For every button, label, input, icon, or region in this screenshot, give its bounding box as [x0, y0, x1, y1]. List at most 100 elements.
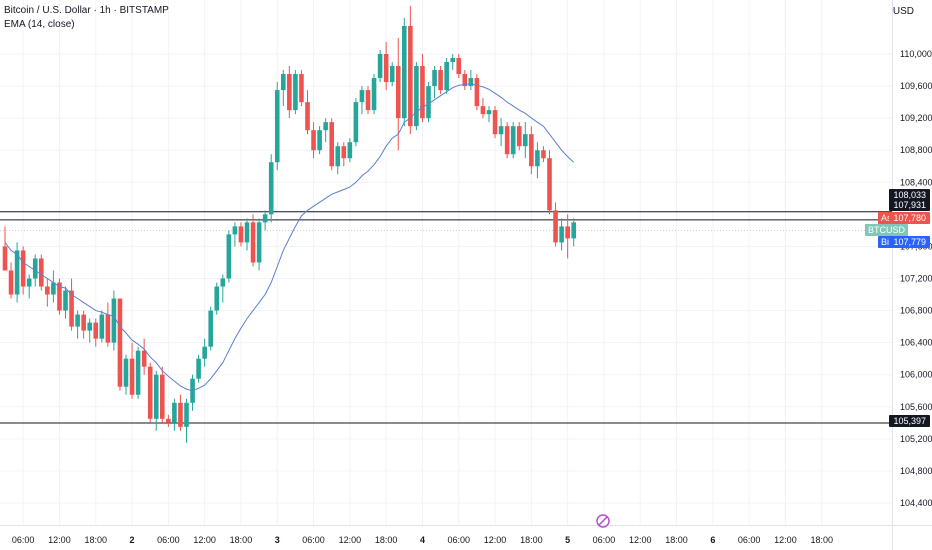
time-tick-label: 3 — [275, 535, 280, 545]
candle-body — [2, 246, 8, 271]
candle-body — [281, 74, 286, 91]
candle-body — [172, 402, 177, 423]
price-tick-label: 109,200 — [900, 113, 932, 123]
candle-body — [565, 226, 570, 239]
candle — [474, 74, 480, 111]
candle — [365, 86, 371, 115]
time-tick-label: 12:00 — [339, 535, 362, 545]
time-tick-label: 12:00 — [774, 535, 797, 545]
candle-body — [141, 350, 147, 367]
price-tick-label: 106,400 — [900, 338, 932, 348]
candle-body — [26, 278, 32, 287]
candle — [323, 118, 328, 143]
candle — [268, 154, 274, 223]
candle — [438, 66, 443, 95]
candle-body — [480, 106, 486, 115]
ask-price-tag: 107,780 — [889, 212, 930, 224]
price-axis[interactable]: 104,400 104,800 105,200 105,600 106,000 106,4… — [892, 0, 932, 550]
candle-body — [39, 258, 44, 287]
candle-body — [268, 162, 274, 215]
candle-body — [111, 298, 117, 343]
price-tick-label: 109,600 — [900, 81, 932, 91]
candle — [432, 66, 437, 99]
candle — [402, 17, 407, 127]
candle-body — [160, 374, 165, 419]
candle-body — [371, 78, 377, 111]
time-tick-label: 18:00 — [810, 535, 833, 545]
candle — [196, 354, 201, 383]
candle — [565, 214, 570, 259]
candle — [45, 278, 50, 307]
time-tick-label: 2 — [130, 535, 135, 545]
candle — [462, 70, 468, 91]
candle — [510, 122, 516, 159]
candle — [408, 5, 413, 135]
candle — [347, 138, 353, 163]
candle-body — [317, 130, 322, 151]
ema-indicator-label[interactable]: EMA (14, close) — [4, 19, 75, 30]
candle-body — [402, 25, 407, 119]
candle-body — [75, 314, 80, 327]
candle — [541, 146, 546, 163]
candle-body — [299, 74, 304, 103]
candle-body — [559, 226, 564, 243]
candle — [426, 82, 431, 123]
candle-body — [462, 74, 468, 87]
candle — [81, 310, 86, 339]
candle — [208, 306, 213, 351]
candle — [250, 214, 256, 267]
candle-body — [123, 358, 129, 387]
candle — [26, 274, 32, 299]
candle-body — [450, 58, 455, 63]
candle — [99, 310, 105, 343]
candle-body — [383, 54, 389, 83]
candle — [129, 342, 135, 399]
candle — [51, 270, 56, 303]
candle — [190, 374, 195, 411]
bid-price-tag: 107,779 — [889, 236, 930, 248]
candle — [123, 354, 129, 395]
candle — [39, 254, 44, 291]
candle — [220, 274, 226, 303]
candle-body — [93, 322, 99, 339]
candle — [232, 222, 238, 247]
candle — [93, 318, 99, 347]
candle-body — [99, 314, 105, 339]
candle — [111, 290, 117, 351]
symbol-title[interactable]: Bitcoin / U.S. Dollar · 1h · BITSTAMP — [4, 5, 169, 16]
candle-body — [498, 126, 504, 135]
candle — [523, 122, 528, 159]
time-tick-label: 06:00 — [447, 535, 470, 545]
candle-body — [226, 234, 232, 279]
candle-body — [504, 126, 510, 155]
candle — [529, 126, 534, 175]
candle-body — [553, 210, 558, 243]
candle — [341, 142, 347, 167]
candle-body — [293, 74, 298, 111]
candle-body — [262, 214, 268, 223]
candle-body — [571, 222, 576, 239]
horizontal-levels — [0, 211, 892, 424]
time-tick-label: 6 — [710, 535, 715, 545]
candle-body — [529, 134, 534, 167]
time-tick-label: 18:00 — [520, 535, 543, 545]
candle-body — [486, 110, 492, 115]
candle — [160, 366, 165, 423]
time-tick-label: 06:00 — [593, 535, 616, 545]
candle — [389, 62, 395, 87]
candle — [69, 278, 74, 331]
candle — [504, 122, 510, 159]
candle — [516, 122, 522, 151]
time-axis[interactable]: 06:00 12:00 18:00 2 06:00 12:00 18:00 3 06:00 12:… — [0, 525, 932, 546]
candle — [117, 298, 123, 391]
candle — [553, 202, 558, 247]
candle — [571, 218, 576, 247]
candle-body — [208, 310, 213, 347]
candle-body — [335, 146, 341, 167]
symbol-price-label: BTCUSD — [865, 224, 909, 236]
time-tick-label: 18:00 — [230, 535, 253, 545]
candle-body — [135, 350, 141, 395]
candle-body — [365, 90, 371, 111]
currency-label[interactable]: USD — [892, 6, 914, 17]
